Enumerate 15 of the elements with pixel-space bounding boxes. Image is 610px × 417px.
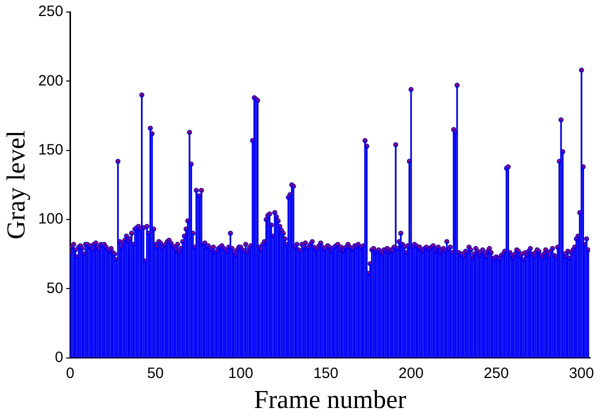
x-tick-label: 0: [66, 364, 74, 382]
y-tick-label: 200: [38, 72, 64, 90]
x-tick-label: 250: [484, 364, 509, 382]
y-tick-label: 150: [38, 141, 64, 158]
x-axis-title: Frame number: [254, 385, 407, 414]
y-tick-label: 0: [54, 348, 64, 366]
x-tick-label: 200: [398, 364, 424, 382]
y-tick-label: 50: [46, 280, 64, 297]
y-axis-title: Gray level: [1, 130, 30, 240]
x-tick-label: 100: [228, 364, 254, 382]
x-tick-label: 50: [147, 364, 164, 382]
y-tick-label: 100: [38, 210, 64, 228]
x-tick-label: 300: [568, 364, 594, 382]
y-tick-label: 250: [38, 3, 64, 20]
x-tick-label: 150: [313, 364, 338, 382]
